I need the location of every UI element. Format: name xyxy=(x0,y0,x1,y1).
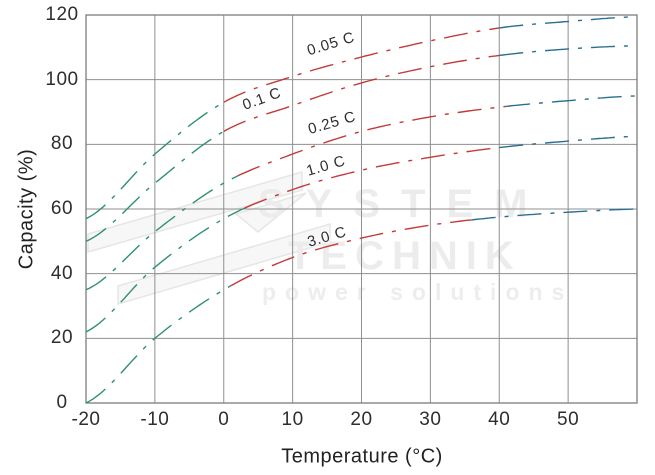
y-tick-label: 40 xyxy=(50,262,74,284)
curve-0.05c xyxy=(223,27,500,103)
curve-3.0c xyxy=(85,285,231,404)
curve-0.1c xyxy=(85,130,225,242)
curve-0.25c xyxy=(237,105,507,177)
curve-1.0c xyxy=(85,207,245,333)
curve-0.25c xyxy=(506,95,638,108)
y-tick-label: 80 xyxy=(50,133,74,155)
x-tick-label: 50 xyxy=(557,409,580,430)
x-tick-label: 30 xyxy=(419,409,442,430)
x-tick-label: 40 xyxy=(488,409,511,430)
x-axis-title: Temperature (°C) xyxy=(281,445,443,468)
curve-0.05c xyxy=(85,101,225,220)
curve-0.1c xyxy=(499,45,638,57)
y-tick-label: 120 xyxy=(45,4,79,25)
curve-1.0c xyxy=(244,146,500,209)
y-tick-label: 60 xyxy=(50,198,74,219)
y-tick-label: 0 xyxy=(56,392,68,413)
x-tick-label: 20 xyxy=(350,409,373,430)
y-axis-title: Capacity (%) xyxy=(15,148,38,270)
curve-3.0c xyxy=(471,208,638,221)
x-tick-label: 0 xyxy=(218,409,230,430)
curve-1.0c xyxy=(499,135,638,149)
curve-0.1c xyxy=(223,54,500,133)
x-tick-label: -20 xyxy=(71,409,101,430)
plot-frame xyxy=(85,14,638,404)
curve-3.0c xyxy=(230,219,472,287)
y-tick-label: 100 xyxy=(45,68,79,90)
x-tick-label: -10 xyxy=(140,409,170,430)
x-tick-label: 10 xyxy=(281,409,304,430)
y-tick-label: 20 xyxy=(50,327,74,349)
curve-0.25c xyxy=(85,175,238,291)
curve-0.05c xyxy=(499,15,638,29)
